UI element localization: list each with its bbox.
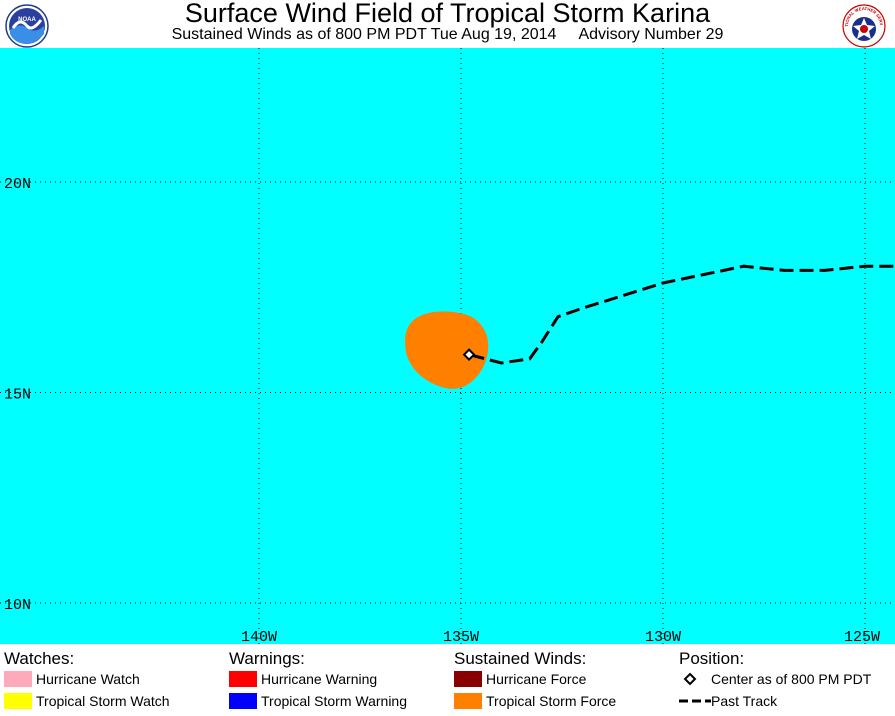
tropical-storm-watch-label: Tropical Storm Watch [36, 693, 170, 709]
longitude-label: 140W [241, 629, 277, 644]
legend-warnings-heading: Warnings: [229, 649, 305, 668]
latitude-label: 15N [4, 387, 31, 404]
hurricane-force-label: Hurricane Force [486, 671, 587, 687]
map-header: NOAA Surface Wind Field of Tropical Stor… [0, 0, 895, 48]
longitude-label: 125W [844, 629, 880, 644]
storm-center-label: Center as of 800 PM PDT [711, 671, 872, 687]
noaa-logo: NOAA [5, 4, 49, 48]
map-subtitle: Sustained Winds as of 800 PM PDT Tue Aug… [0, 26, 895, 44]
tropical-storm-warning-swatch [229, 693, 257, 709]
hurricane-watch-swatch [4, 671, 32, 687]
nws-logo: NATIONAL WEATHER SERVICE [842, 4, 886, 48]
past-track-line [468, 264, 894, 365]
tropical-storm-warning-label: Tropical Storm Warning [261, 693, 408, 709]
latitude-labels: 20N 15N 10N [4, 176, 31, 614]
hurricane-warning-label: Hurricane Warning [261, 671, 378, 687]
tropical-storm-watch-swatch [4, 693, 32, 709]
noaa-logo-text: NOAA [18, 17, 36, 23]
dashed-line-icon [679, 699, 711, 703]
subtitle-advisory: Advisory Number 29 [578, 26, 724, 43]
latitude-label: 10N [4, 597, 31, 614]
longitude-labels: 140W 135W 130W 125W [241, 629, 880, 644]
legend-watches-heading: Watches: [4, 649, 75, 668]
map-legend: Watches: Hurricane Watch Tropical Storm … [0, 645, 895, 716]
storm-map: 20N 15N 10N 140W 135W 130W 125W [0, 48, 895, 644]
longitude-label: 135W [443, 629, 479, 644]
lat-lon-grid [0, 48, 895, 644]
map-title: Surface Wind Field of Tropical Storm Kar… [184, 0, 711, 28]
tropical-storm-wind-field [405, 311, 489, 389]
diamond-icon [683, 672, 697, 686]
hurricane-warning-swatch [229, 671, 257, 687]
hurricane-watch-label: Hurricane Watch [36, 671, 140, 687]
legend-position-heading: Position: [679, 649, 745, 668]
hurricane-force-swatch [454, 671, 482, 687]
storm-center-diamond-icon [462, 348, 476, 362]
latitude-label: 20N [4, 176, 31, 193]
past-track-label: Past Track [711, 693, 778, 709]
legend-winds-heading: Sustained Winds: [454, 649, 587, 668]
tropical-storm-force-label: Tropical Storm Force [486, 693, 617, 709]
tropical-storm-force-swatch [454, 693, 482, 709]
longitude-label: 130W [645, 629, 681, 644]
subtitle-valid-time: Sustained Winds as of 800 PM PDT Tue Aug… [171, 26, 557, 43]
